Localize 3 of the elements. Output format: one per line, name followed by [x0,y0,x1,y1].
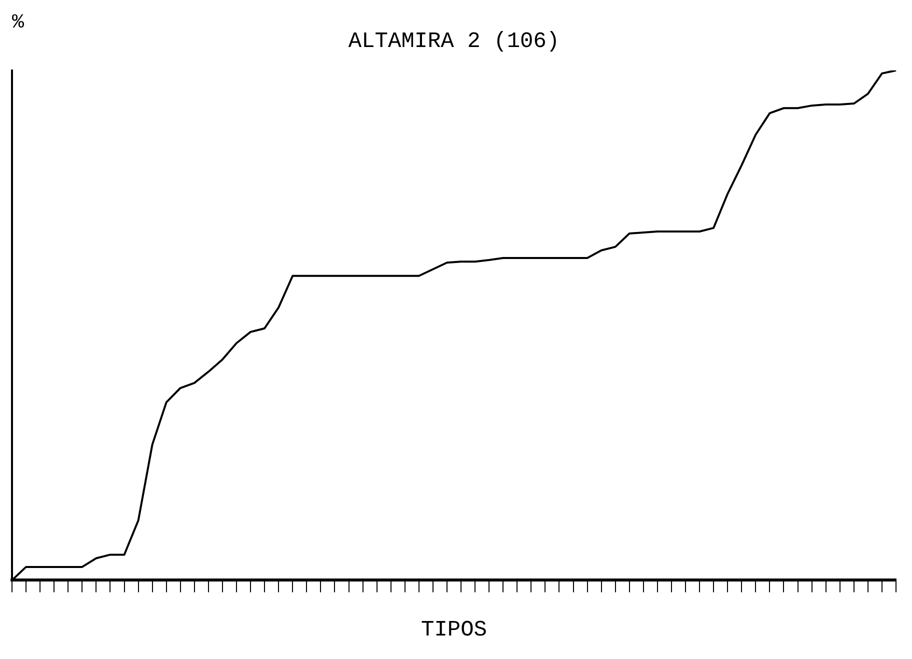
x-axis-title: TIPOS [420,618,488,643]
y-axis-title: % [12,11,25,34]
chart-title: ALTAMIRA 2 (106) [348,29,560,54]
